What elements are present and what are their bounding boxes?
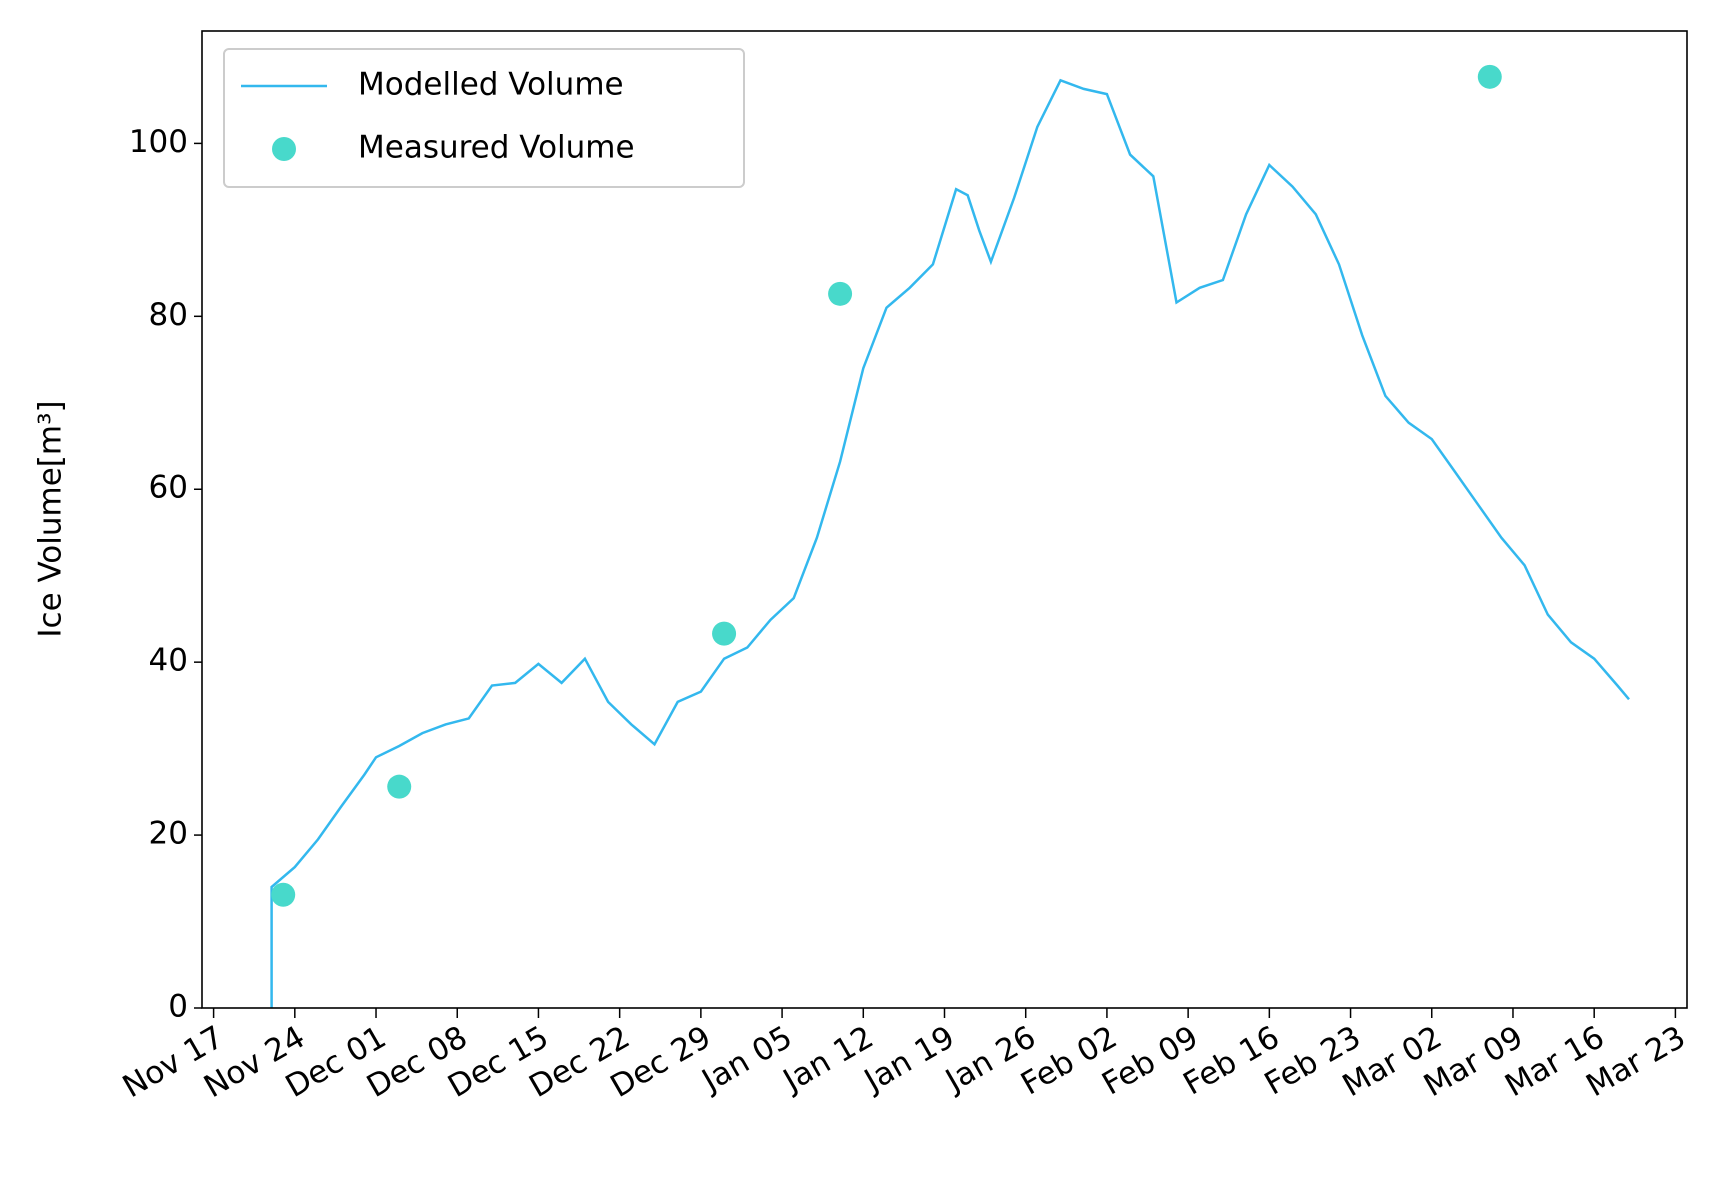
- measured-point: [828, 281, 853, 306]
- y-tick-label: 0: [168, 989, 188, 1025]
- measured-point: [387, 774, 412, 799]
- measured-point: [271, 882, 296, 907]
- legend: Modelled Volume Measured Volume: [223, 48, 745, 188]
- y-tick-label: 60: [149, 470, 188, 506]
- legend-label: Measured Volume: [358, 130, 635, 166]
- y-tick-label: 40: [149, 643, 188, 679]
- measured-point: [712, 621, 737, 646]
- plot-frame: [201, 30, 1688, 1009]
- legend-marker: [272, 137, 296, 161]
- legend-label: Modelled Volume: [358, 67, 624, 103]
- modelled-line: [270, 78, 1630, 1008]
- y-tick-label: 20: [149, 816, 188, 852]
- y-axis-label: Ice Volume[m³]: [33, 400, 69, 637]
- legend-box: [223, 48, 745, 188]
- x-tick-label: Jan 12: [776, 1019, 880, 1100]
- y-tick-label: 80: [149, 297, 188, 333]
- x-tick-label: Jan 19: [857, 1019, 961, 1100]
- measured-point: [1477, 64, 1502, 89]
- x-tick-label: Jan 05: [695, 1019, 799, 1100]
- y-tick-label: 100: [129, 124, 188, 160]
